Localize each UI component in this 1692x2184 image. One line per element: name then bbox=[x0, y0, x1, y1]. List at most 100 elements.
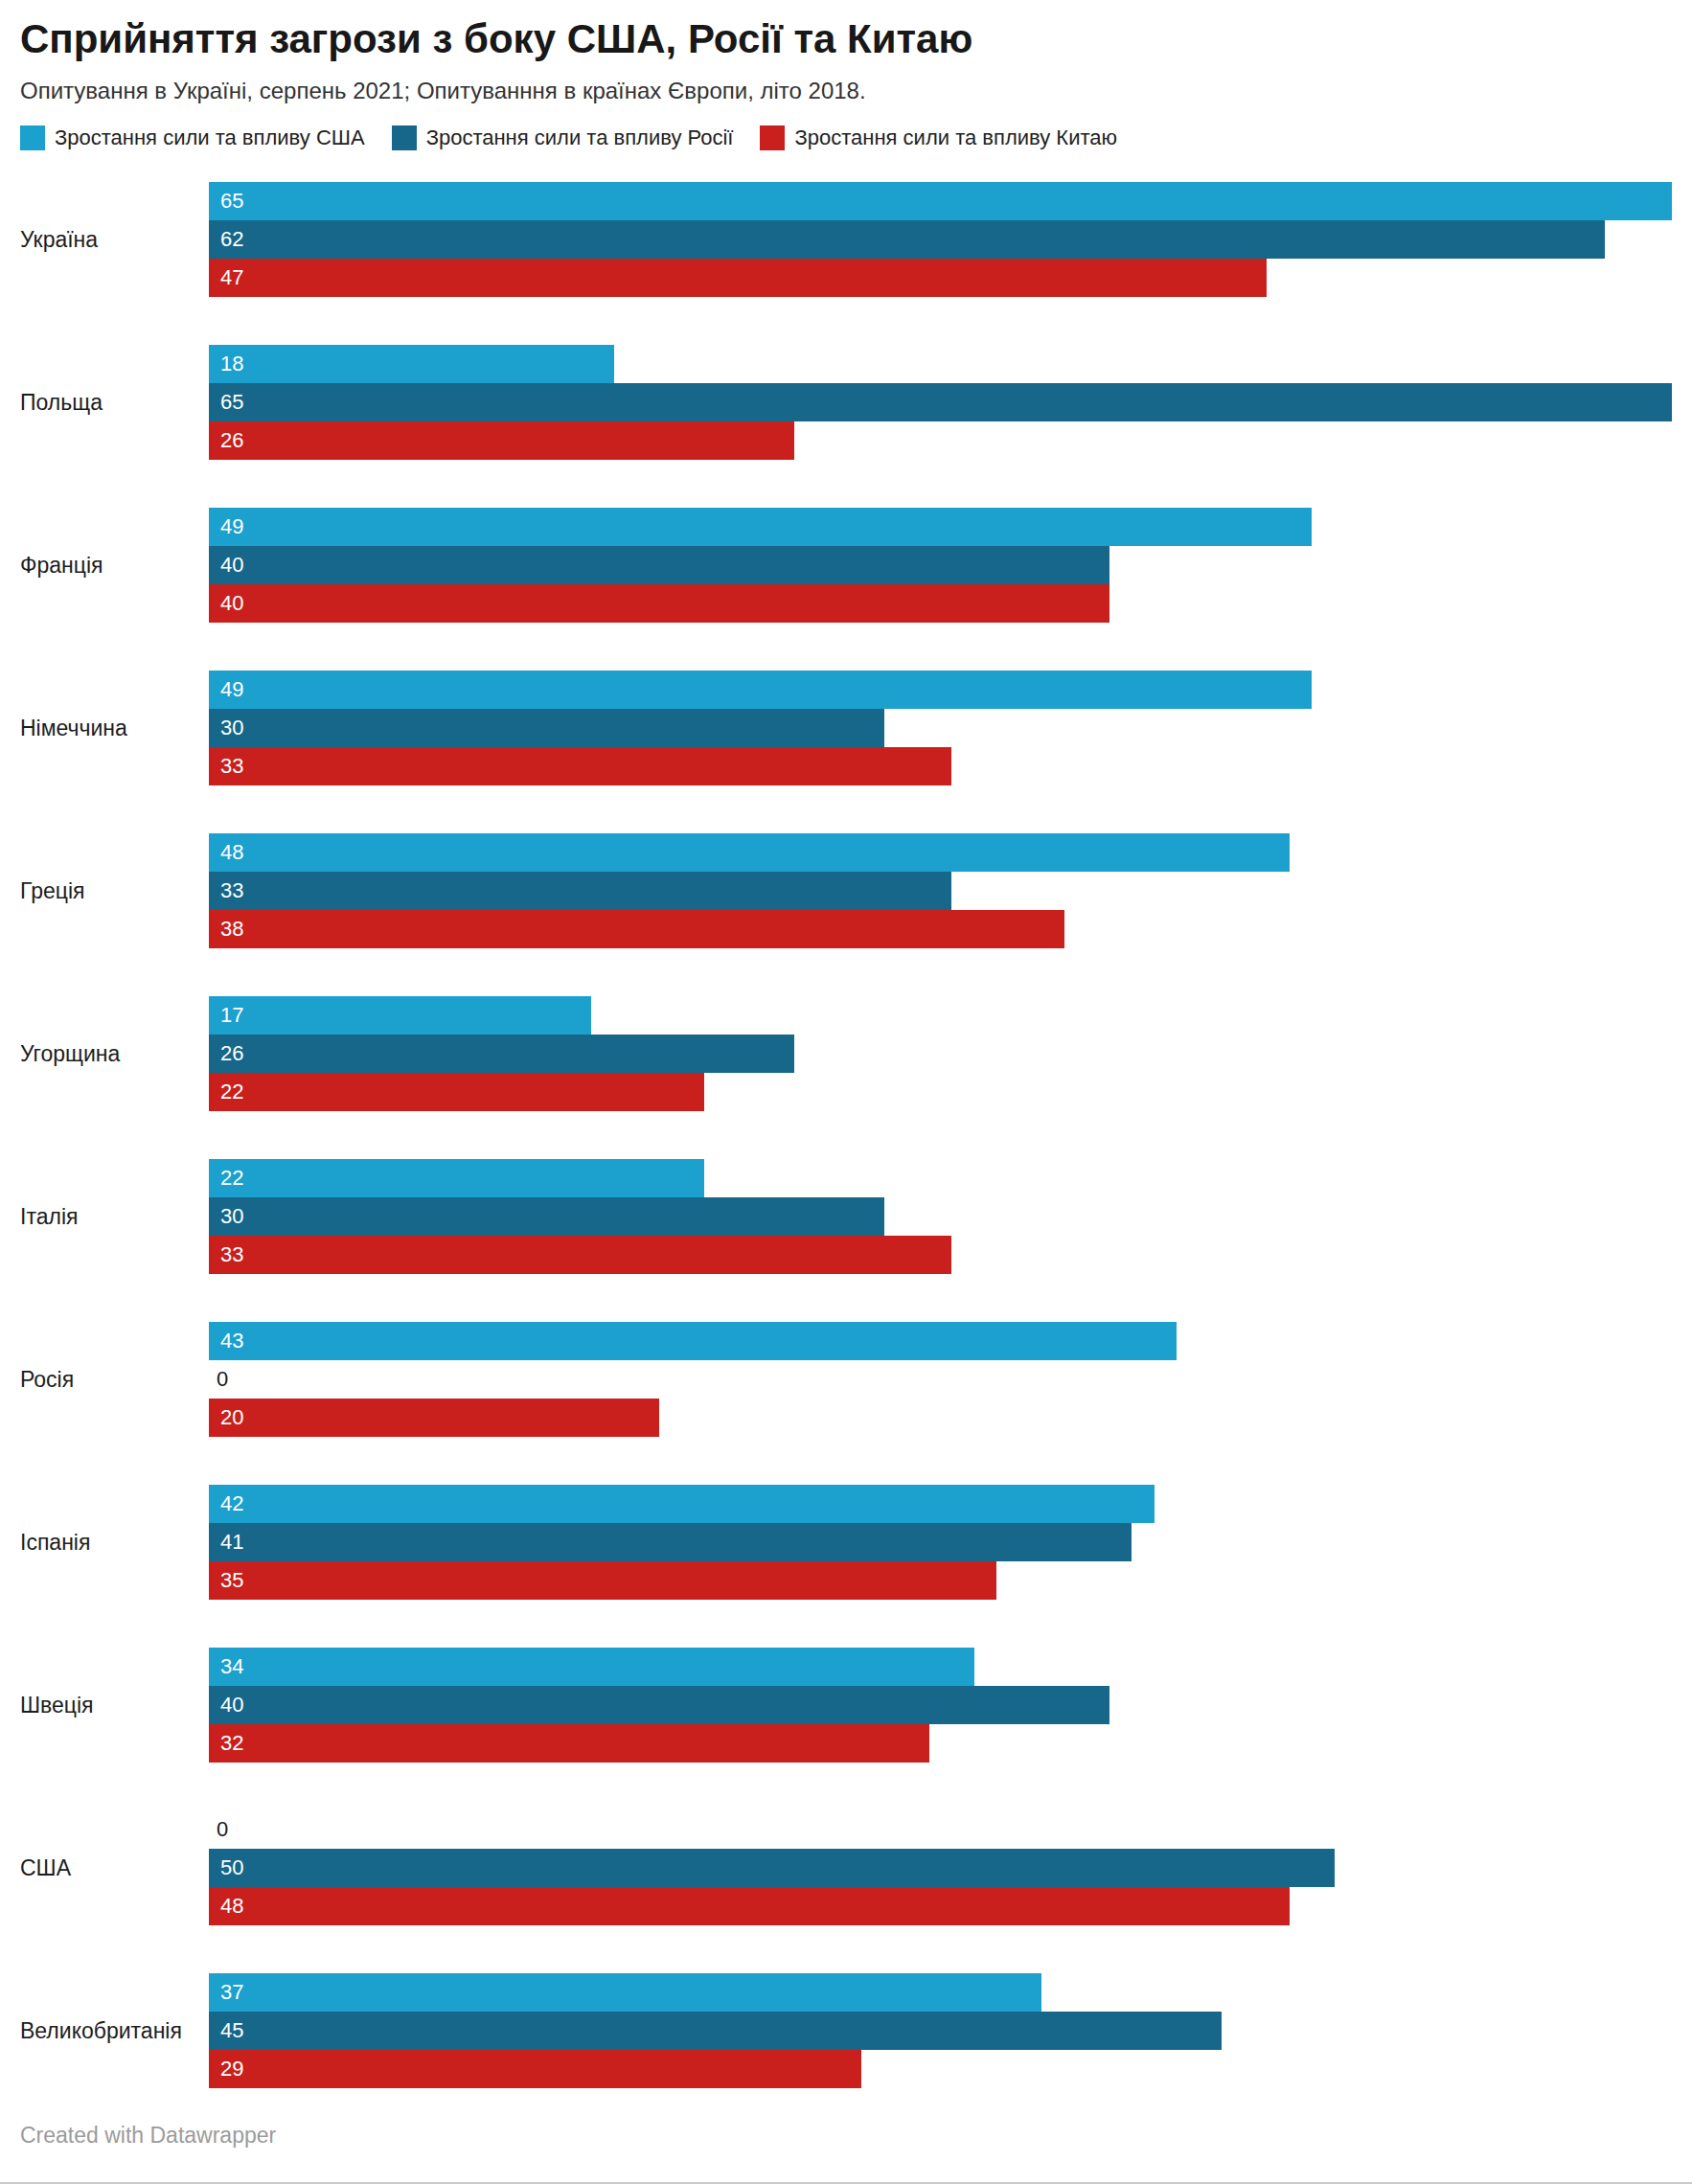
bar-value-label: 48 bbox=[209, 833, 243, 872]
bar-group-row: США05048 bbox=[0, 1810, 1692, 1925]
bar-russia[interactable]: 26 bbox=[209, 1035, 794, 1073]
bar-usa[interactable]: 22 bbox=[209, 1159, 704, 1197]
bar-russia[interactable]: 45 bbox=[209, 2012, 1222, 2050]
bar-value-label: 41 bbox=[209, 1523, 243, 1561]
bar-usa[interactable]: 18 bbox=[209, 345, 614, 383]
bar-usa[interactable]: 43 bbox=[209, 1322, 1177, 1360]
bar-russia[interactable]: 41 bbox=[209, 1523, 1132, 1561]
bar-track-china: 48 bbox=[209, 1887, 1672, 1925]
bar-group-row: Великобританія374529 bbox=[0, 1973, 1692, 2088]
bar-group-row: Франція494040 bbox=[0, 508, 1692, 623]
bar-china[interactable]: 26 bbox=[209, 421, 794, 460]
bar-group: 656247 bbox=[209, 182, 1672, 297]
bar-usa[interactable]: 42 bbox=[209, 1485, 1155, 1523]
bar-track-usa: 48 bbox=[209, 833, 1672, 872]
bar-track-china: 33 bbox=[209, 1236, 1672, 1274]
bar-track-usa: 65 bbox=[209, 182, 1672, 220]
legend-swatch-icon bbox=[760, 125, 785, 150]
bar-value-label: 43 bbox=[209, 1322, 243, 1360]
bar-russia[interactable]: 40 bbox=[209, 1686, 1109, 1724]
bar-value-label: 40 bbox=[209, 584, 243, 623]
chart-title: Сприйняття загрози з боку США, Росії та … bbox=[20, 15, 1672, 63]
bar-value-label: 34 bbox=[209, 1648, 243, 1686]
bar-usa[interactable]: 65 bbox=[209, 182, 1672, 220]
legend-item-usa: Зростання сили та впливу США bbox=[20, 125, 365, 150]
bar-value-label: 33 bbox=[209, 747, 243, 785]
bar-value-label: 40 bbox=[209, 1686, 243, 1724]
legend-swatch-icon bbox=[392, 125, 417, 150]
bar-china[interactable]: 22 bbox=[209, 1073, 704, 1111]
bar-usa[interactable]: 49 bbox=[209, 508, 1312, 546]
bar-china[interactable]: 29 bbox=[209, 2050, 861, 2088]
bar-russia[interactable]: 50 bbox=[209, 1849, 1335, 1887]
bar-russia[interactable]: 62 bbox=[209, 220, 1605, 259]
legend-label: Зростання сили та впливу Китаю bbox=[794, 125, 1117, 150]
chart-subtitle: Опитування в Україні, серпень 2021; Опит… bbox=[20, 77, 1672, 105]
bar-track-russia: 65 bbox=[209, 383, 1672, 421]
bar-china[interactable]: 20 bbox=[209, 1399, 659, 1437]
bar-value-label: 49 bbox=[209, 671, 243, 709]
bar-track-russia: 62 bbox=[209, 220, 1672, 259]
bar-value-label: 0 bbox=[209, 1810, 228, 1849]
chart-header: Сприйняття загрози з боку США, Росії та … bbox=[0, 0, 1692, 105]
bar-value-label: 22 bbox=[209, 1073, 243, 1111]
bar-group-row: Україна656247 bbox=[0, 182, 1692, 297]
bar-russia[interactable]: 30 bbox=[209, 709, 884, 747]
country-label: США bbox=[0, 1855, 209, 1881]
bar-china[interactable]: 35 bbox=[209, 1561, 996, 1600]
bar-value-label: 33 bbox=[209, 872, 243, 910]
bar-value-label: 50 bbox=[209, 1849, 243, 1887]
country-label: Франція bbox=[0, 553, 209, 579]
bar-group-row: Німеччина493033 bbox=[0, 671, 1692, 785]
bar-usa[interactable]: 34 bbox=[209, 1648, 974, 1686]
bar-usa[interactable]: 48 bbox=[209, 833, 1290, 872]
bar-track-china: 40 bbox=[209, 584, 1672, 623]
bar-group-row: Іспанія424135 bbox=[0, 1485, 1692, 1600]
bar-value-label: 38 bbox=[209, 910, 243, 948]
country-label: Німеччина bbox=[0, 716, 209, 741]
bar-china[interactable]: 48 bbox=[209, 1887, 1290, 1925]
bar-track-russia: 33 bbox=[209, 872, 1672, 910]
bar-value-label: 37 bbox=[209, 1973, 243, 2012]
bar-group: 344032 bbox=[209, 1648, 1672, 1763]
bar-track-usa: 49 bbox=[209, 508, 1672, 546]
bar-russia[interactable]: 40 bbox=[209, 546, 1109, 584]
bar-china[interactable]: 33 bbox=[209, 747, 951, 785]
country-label: Швеція bbox=[0, 1693, 209, 1718]
bar-russia[interactable]: 30 bbox=[209, 1197, 884, 1236]
bar-usa[interactable]: 17 bbox=[209, 996, 591, 1035]
country-label: Греція bbox=[0, 878, 209, 904]
bar-group: 424135 bbox=[209, 1485, 1672, 1600]
bar-group-row: Італія223033 bbox=[0, 1159, 1692, 1274]
bar-value-label: 20 bbox=[209, 1399, 243, 1437]
bar-group: 43020 bbox=[209, 1322, 1672, 1437]
chart-footer: Created with Datawrapper bbox=[20, 2123, 1672, 2149]
bar-value-label: 30 bbox=[209, 709, 243, 747]
chart-rows: Україна656247Польща186526Франція494040Ні… bbox=[0, 182, 1692, 2088]
bar-track-russia: 40 bbox=[209, 546, 1672, 584]
bar-track-usa: 37 bbox=[209, 1973, 1672, 2012]
country-label: Італія bbox=[0, 1204, 209, 1230]
country-label: Україна bbox=[0, 227, 209, 253]
legend-swatch-icon bbox=[20, 125, 45, 150]
bar-value-label: 33 bbox=[209, 1236, 243, 1274]
bar-china[interactable]: 40 bbox=[209, 584, 1109, 623]
bar-group-row: Швеція344032 bbox=[0, 1648, 1692, 1763]
bar-track-usa: 0 bbox=[209, 1810, 1672, 1849]
bar-value-label: 29 bbox=[209, 2050, 243, 2088]
bar-value-label: 62 bbox=[209, 220, 243, 259]
bar-track-china: 26 bbox=[209, 421, 1672, 460]
bar-russia[interactable]: 33 bbox=[209, 872, 951, 910]
bar-china[interactable]: 38 bbox=[209, 910, 1064, 948]
bar-track-russia: 45 bbox=[209, 2012, 1672, 2050]
bar-usa[interactable]: 37 bbox=[209, 1973, 1041, 2012]
bar-track-russia: 30 bbox=[209, 1197, 1672, 1236]
bar-china[interactable]: 32 bbox=[209, 1724, 929, 1763]
bar-track-china: 22 bbox=[209, 1073, 1672, 1111]
bar-china[interactable]: 47 bbox=[209, 259, 1267, 297]
bar-usa[interactable]: 49 bbox=[209, 671, 1312, 709]
bar-value-label: 42 bbox=[209, 1485, 243, 1523]
bar-russia[interactable]: 65 bbox=[209, 383, 1672, 421]
datawrapper-credit-link[interactable]: Created with Datawrapper bbox=[20, 2123, 276, 2148]
bar-china[interactable]: 33 bbox=[209, 1236, 951, 1274]
